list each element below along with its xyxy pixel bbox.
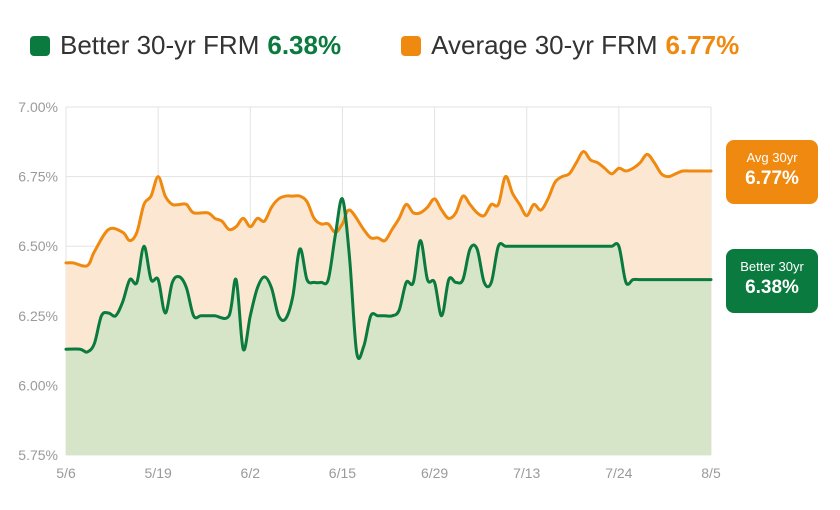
legend-value-average: 6.77% <box>665 30 740 60</box>
legend-item-better: Better 30-yr FRM 6.38% <box>30 30 341 61</box>
avg-badge-value: 6.77% <box>745 168 799 189</box>
legend-swatch-average <box>401 35 422 56</box>
x-tick-label: 7/24 <box>605 465 632 481</box>
y-tick-label: 6.25% <box>18 308 58 324</box>
avg-badge-label: Avg 30yr <box>746 150 798 165</box>
x-tick-label: 6/29 <box>421 465 448 481</box>
x-tick-label: 6/15 <box>329 465 356 481</box>
x-tick-label: 8/5 <box>701 465 721 481</box>
y-tick-label: 7.00% <box>18 99 58 115</box>
x-tick-label: 5/19 <box>145 465 172 481</box>
better-badge-label: Better 30yr <box>740 259 804 274</box>
legend-swatch-better <box>30 35 50 56</box>
legend-value-better: 6.38% <box>267 30 342 60</box>
chart-legend: Better 30-yr FRM 6.38% Average 30-yr FRM… <box>30 30 799 61</box>
avg-rate-badge: Avg 30yr 6.77% <box>726 140 818 204</box>
better-rate-badge: Better 30yr 6.38% <box>726 249 818 313</box>
legend-item-average: Average 30-yr FRM 6.77% <box>401 30 739 61</box>
y-tick-label: 5.75% <box>18 447 58 463</box>
legend-label-better: Better 30-yr FRM <box>60 30 260 60</box>
better-badge-value: 6.38% <box>745 277 799 298</box>
y-tick-label: 6.50% <box>18 238 58 254</box>
x-tick-label: 6/2 <box>241 465 261 481</box>
better-line <box>64 197 713 360</box>
better-area <box>66 198 711 455</box>
legend-label-average: Average 30-yr FRM <box>431 30 658 60</box>
average-line <box>64 150 713 268</box>
y-tick-label: 6.00% <box>18 377 58 393</box>
x-tick-label: 5/6 <box>56 465 76 481</box>
y-tick-label: 6.75% <box>18 169 58 185</box>
x-tick-label: 7/13 <box>513 465 540 481</box>
